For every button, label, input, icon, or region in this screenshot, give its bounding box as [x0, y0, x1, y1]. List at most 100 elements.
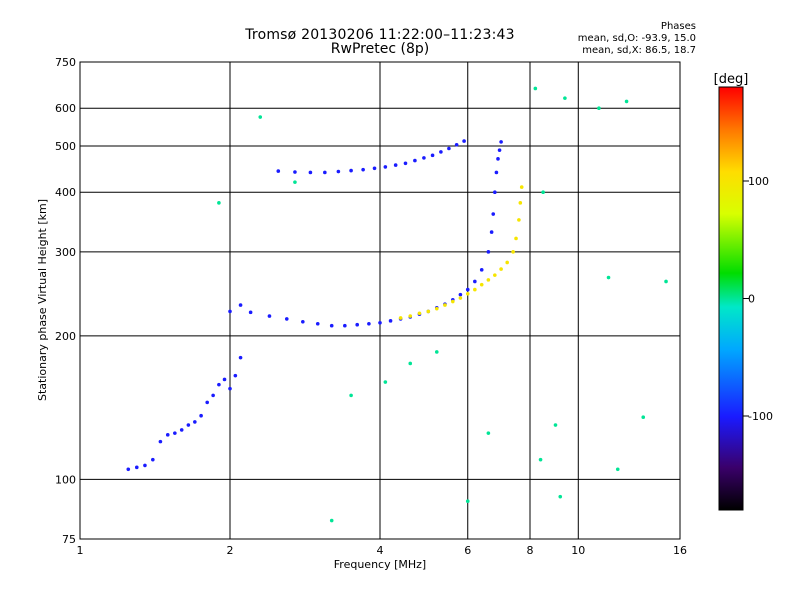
y-tick-label: 500: [55, 140, 76, 153]
chart-title: Tromsø 20130206 11:22:00–11:23:43: [245, 27, 515, 43]
x-tick-label: 6: [464, 544, 471, 557]
data-point: [293, 180, 297, 184]
data-point: [664, 279, 668, 284]
data-point: [361, 167, 365, 172]
colorbar-tick-label: 0: [748, 293, 755, 306]
data-point: [217, 382, 221, 387]
x-tick-label: 8: [527, 544, 534, 557]
y-tick-label: 750: [55, 56, 76, 69]
y-tick-label: 200: [55, 330, 76, 343]
data-point: [533, 86, 538, 91]
data-point: [143, 463, 147, 468]
data-point: [284, 317, 289, 321]
data-point: [315, 321, 320, 326]
data-point: [458, 296, 463, 300]
data-point: [443, 303, 447, 307]
plot-frame: [79, 61, 681, 540]
data-point: [430, 153, 435, 158]
data-point: [491, 212, 496, 216]
colorbar-label: [deg]: [714, 72, 749, 87]
data-point: [489, 230, 494, 234]
data-point: [486, 250, 491, 254]
data-point: [336, 169, 341, 174]
data-point: [173, 431, 177, 435]
data-point: [383, 380, 388, 384]
y-tick-label: 400: [55, 186, 76, 199]
data-point: [597, 106, 601, 111]
data-point: [205, 400, 209, 405]
data-point: [494, 170, 499, 175]
data-point: [165, 433, 170, 437]
data-point: [473, 279, 477, 284]
y-axis-label: Stationary phase Virtual Height [km]: [36, 199, 49, 401]
data-point: [349, 168, 353, 173]
data-point: [439, 150, 443, 154]
data-point: [519, 185, 524, 189]
data-point: [624, 99, 629, 104]
data-point: [329, 518, 334, 523]
data-point: [426, 309, 431, 314]
data-point: [486, 431, 491, 435]
data-point: [493, 273, 497, 277]
data-point: [538, 457, 543, 462]
data-point: [493, 190, 497, 195]
data-point: [496, 157, 500, 161]
data-point: [308, 170, 313, 175]
data-point: [558, 494, 563, 499]
chart-subtitle: RwPretec (8p): [330, 41, 430, 57]
phase-stats-o: mean, sd,O: -93.9, 15.0: [577, 33, 696, 44]
data-point: [517, 218, 521, 222]
data-point: [378, 320, 382, 325]
data-point: [258, 115, 263, 119]
x-axis-label: Frequency [MHz]: [334, 558, 426, 571]
data-point: [499, 140, 503, 144]
y-tick-label: 600: [55, 102, 76, 115]
data-point: [199, 413, 203, 418]
data-point: [479, 282, 484, 287]
data-point: [458, 292, 463, 297]
data-point: [511, 250, 515, 254]
data-point: [186, 423, 191, 427]
data-point: [518, 201, 523, 205]
data-point: [473, 287, 477, 292]
data-point: [343, 323, 347, 328]
data-point: [479, 268, 484, 272]
y-tick-label: 75: [62, 533, 76, 546]
data-point: [238, 303, 243, 307]
data-point: [499, 267, 503, 271]
data-point: [514, 236, 518, 241]
data-point: [434, 350, 439, 354]
data-point: [211, 393, 215, 398]
x-tick-label: 2: [227, 544, 234, 557]
data-point: [465, 291, 470, 296]
data-point: [454, 142, 459, 147]
data-point: [228, 386, 232, 391]
data-point: [398, 316, 403, 320]
data-point: [301, 319, 305, 324]
data-point: [408, 361, 413, 366]
data-point: [217, 201, 221, 205]
data-point: [383, 165, 388, 169]
data-point: [497, 148, 502, 152]
x-tick-label: 10: [571, 544, 585, 557]
data-point: [367, 321, 371, 326]
x-tick-label: 4: [377, 544, 384, 557]
data-point: [355, 322, 359, 327]
data-point: [465, 499, 470, 504]
data-point: [486, 278, 491, 282]
data-point: [641, 415, 646, 420]
data-point: [393, 163, 398, 167]
data-point: [329, 323, 334, 328]
data-point: [615, 467, 620, 472]
data-point: [434, 306, 439, 311]
phase-stats-x: mean, sd,X: 86.5, 18.7: [582, 45, 696, 56]
data-point: [447, 146, 451, 151]
data-point: [541, 190, 545, 195]
data-point: [193, 420, 197, 424]
colorbar: [718, 86, 744, 511]
data-point: [465, 287, 470, 292]
data-point: [293, 170, 297, 174]
data-point: [158, 439, 163, 444]
